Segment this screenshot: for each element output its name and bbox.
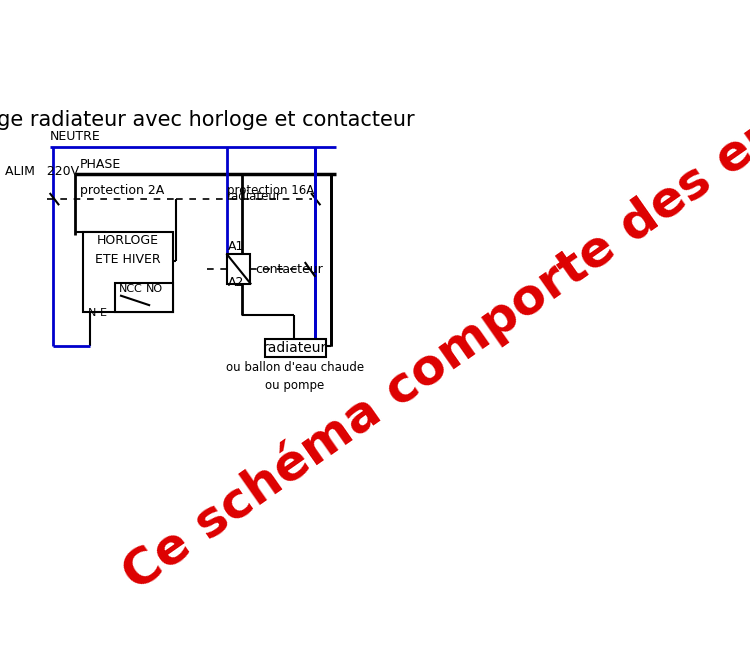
Text: Câblage radiateur avec horloge et contacteur: Câblage radiateur avec horloge et contac…: [0, 109, 415, 130]
Text: N: N: [88, 308, 97, 318]
Text: ALIM   220V: ALIM 220V: [5, 165, 80, 178]
Text: contacteur: contacteur: [255, 263, 323, 276]
Text: E: E: [100, 308, 107, 318]
Text: protection 2A: protection 2A: [80, 184, 164, 197]
Text: PHASE: PHASE: [80, 158, 121, 171]
Text: protection 16A: protection 16A: [227, 184, 314, 197]
Text: C: C: [134, 284, 141, 295]
Text: A2: A2: [228, 276, 244, 289]
Text: A1: A1: [228, 240, 244, 253]
Text: NC: NC: [119, 284, 135, 295]
Bar: [227, 255, 251, 284]
Text: radiateur: radiateur: [227, 190, 282, 203]
Text: ou ballon d'eau chaude
ou pompe: ou ballon d'eau chaude ou pompe: [226, 361, 364, 392]
Text: NEUTRE: NEUTRE: [50, 130, 100, 143]
Bar: [265, 339, 326, 357]
Text: radiateur: radiateur: [263, 341, 327, 355]
Text: HORLOGE
ETE HIVER: HORLOGE ETE HIVER: [95, 234, 160, 266]
Text: Ce schéma comporte des erreurs: Ce schéma comporte des erreurs: [113, 26, 750, 601]
Text: NO: NO: [146, 284, 163, 295]
Bar: [116, 282, 172, 311]
Bar: [83, 232, 172, 311]
